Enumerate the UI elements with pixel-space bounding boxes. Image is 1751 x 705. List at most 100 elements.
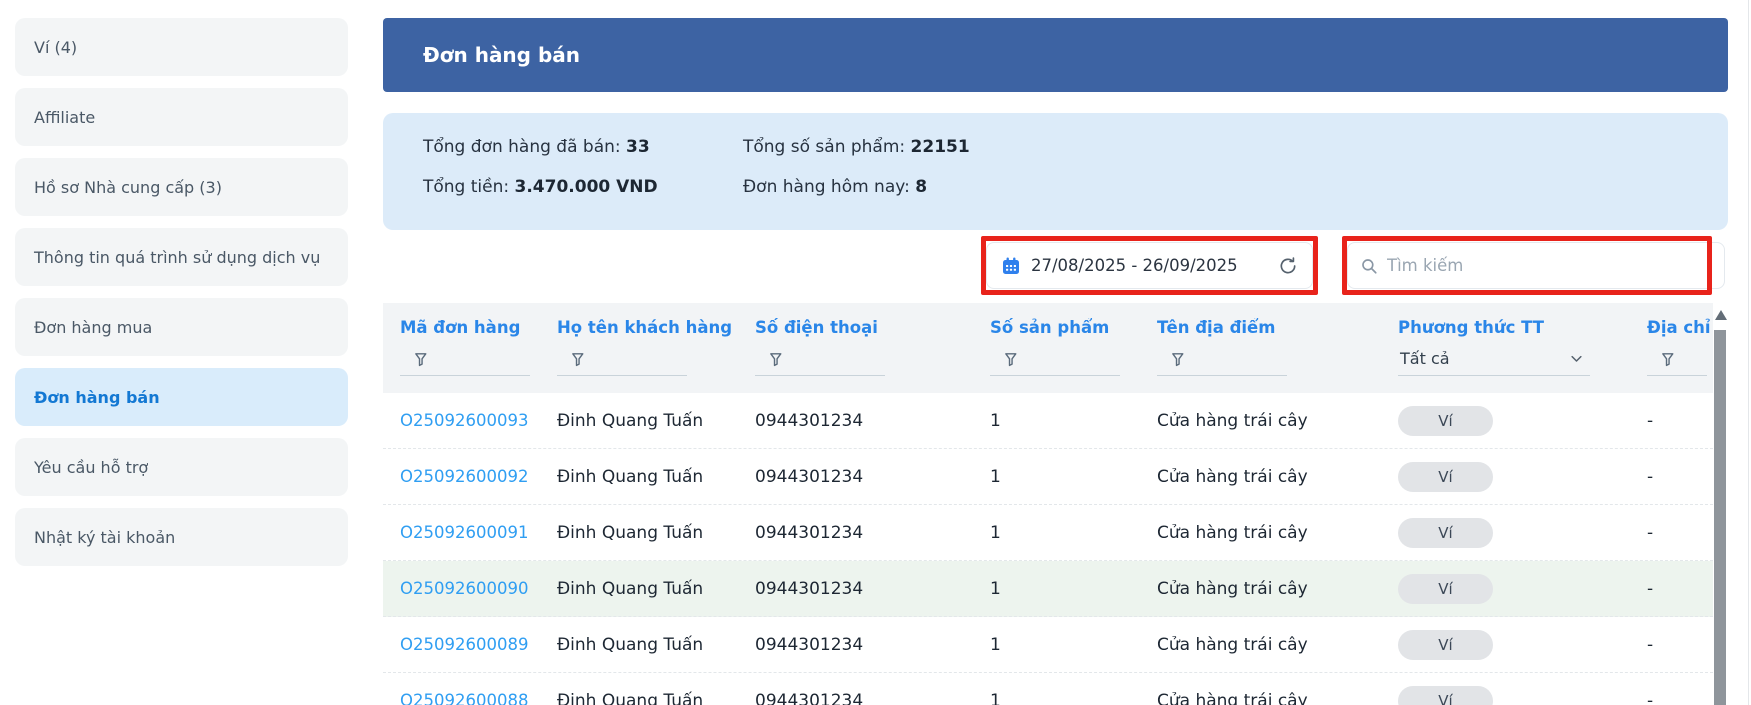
table-row[interactable]: O25092600091 Đinh Quang Tuấn 0944301234 …	[383, 505, 1713, 561]
search-icon	[1360, 257, 1378, 275]
payment-badge: Ví	[1398, 517, 1493, 548]
cell-product-count: 1	[990, 634, 1001, 655]
sidebar-item-purchase-orders[interactable]: Đơn hàng mua	[15, 298, 348, 356]
filter-location[interactable]	[1157, 351, 1287, 376]
orders-table: Mã đơn hàng Họ tên khách hàng Số điện th…	[383, 303, 1713, 705]
cell-phone: 0944301234	[755, 578, 864, 599]
order-id-link[interactable]: O25092600093	[400, 410, 529, 430]
filter-funnel-icon	[768, 351, 885, 368]
filter-order-id[interactable]	[400, 351, 530, 376]
table-row-highlighted[interactable]: O25092600090 Đinh Quang Tuấn 0944301234 …	[383, 561, 1713, 617]
cell-address: -	[1647, 522, 1654, 543]
filter-customer-name[interactable]	[557, 351, 687, 376]
sidebar-item-label: Thông tin quá trình sử dụng dịch vụ	[34, 247, 321, 267]
filter-product-count[interactable]	[990, 351, 1120, 376]
filter-funnel-icon	[413, 351, 530, 368]
cell-location: Cửa hàng trái cây	[1157, 578, 1308, 599]
order-id-link[interactable]: O25092600091	[400, 522, 529, 542]
search-container	[1347, 242, 1725, 289]
order-id-link[interactable]: O25092600090	[400, 578, 529, 598]
payment-method-select-value: Tất cả	[1400, 349, 1450, 368]
sidebar-item-label: Affiliate	[34, 107, 96, 127]
payment-badge: Ví	[1398, 629, 1493, 660]
table-row[interactable]: O25092600092 Đinh Quang Tuấn 0944301234 …	[383, 449, 1713, 505]
payment-badge: Ví	[1398, 573, 1493, 604]
stat-total-sold: Tổng đơn hàng đã bán: 33	[423, 137, 650, 157]
calendar-icon	[1001, 256, 1021, 276]
cell-phone: 0944301234	[755, 634, 864, 655]
sidebar-item-label: Ví (4)	[34, 37, 78, 57]
column-header-phone: Số điện thoại	[755, 318, 878, 337]
date-range-picker[interactable]: 27/08/2025 - 26/09/2025	[986, 242, 1313, 289]
filter-funnel-icon	[1170, 351, 1287, 368]
stat-total-products: Tổng số sản phẩm: 22151	[743, 137, 970, 157]
sidebar-item-account-log[interactable]: Nhật ký tài khoản	[15, 508, 348, 566]
date-range-value: 27/08/2025 - 26/09/2025	[1031, 256, 1238, 275]
filter-phone[interactable]	[755, 351, 885, 376]
filter-funnel-icon	[570, 351, 687, 368]
cell-location: Cửa hàng trái cây	[1157, 410, 1308, 431]
stat-today-orders: Đơn hàng hôm nay: 8	[743, 177, 928, 197]
cell-product-count: 1	[990, 690, 1001, 705]
order-id-link[interactable]: O25092600089	[400, 634, 529, 654]
cell-product-count: 1	[990, 578, 1001, 599]
cell-product-count: 1	[990, 522, 1001, 543]
sidebar-item-label: Nhật ký tài khoản	[34, 527, 176, 547]
cell-address: -	[1647, 634, 1654, 655]
filter-funnel-icon	[1660, 351, 1707, 368]
table-row[interactable]: O25092600093 Đinh Quang Tuấn 0944301234 …	[383, 393, 1713, 449]
sidebar-item-supplier-profile[interactable]: Hồ sơ Nhà cung cấp (3)	[15, 158, 348, 216]
table-row[interactable]: O25092600088 Đinh Quang Tuấn 0944301234 …	[383, 673, 1713, 705]
sidebar-item-affiliate[interactable]: Affiliate	[15, 88, 348, 146]
cell-location: Cửa hàng trái cây	[1157, 522, 1308, 543]
sidebar-item-sales-orders[interactable]: Đơn hàng bán	[15, 368, 348, 426]
sidebar-item-service-usage[interactable]: Thông tin quá trình sử dụng dịch vụ	[15, 228, 348, 286]
order-id-link[interactable]: O25092600092	[400, 466, 529, 486]
filter-address[interactable]	[1647, 351, 1707, 376]
vertical-scrollbar-thumb[interactable]	[1714, 330, 1726, 705]
scroll-up-arrow-icon[interactable]	[1715, 310, 1727, 320]
stat-total-sold-value: 33	[626, 137, 650, 157]
cell-location: Cửa hàng trái cây	[1157, 690, 1308, 705]
sidebar-item-label: Đơn hàng bán	[34, 387, 160, 407]
cell-customer-name: Đinh Quang Tuấn	[557, 410, 704, 431]
cell-address: -	[1647, 690, 1654, 705]
sidebar-item-label: Hồ sơ Nhà cung cấp (3)	[34, 177, 222, 197]
column-header-customer-name: Họ tên khách hàng	[557, 318, 733, 337]
column-header-payment-method: Phương thức TT	[1398, 318, 1545, 337]
table-row[interactable]: O25092600089 Đinh Quang Tuấn 0944301234 …	[383, 617, 1713, 673]
cell-customer-name: Đinh Quang Tuấn	[557, 522, 704, 543]
sidebar-item-support-requests[interactable]: Yêu cầu hỗ trợ	[15, 438, 348, 496]
sidebar-item-label: Yêu cầu hỗ trợ	[34, 457, 149, 477]
stat-total-products-value: 22151	[910, 137, 970, 157]
cell-phone: 0944301234	[755, 522, 864, 543]
filter-funnel-icon	[1003, 351, 1120, 368]
search-input[interactable]	[1387, 256, 1712, 275]
cell-customer-name: Đinh Quang Tuấn	[557, 634, 704, 655]
cell-address: -	[1647, 578, 1654, 599]
cell-customer-name: Đinh Quang Tuấn	[557, 466, 704, 487]
page-edge-divider	[1748, 0, 1749, 705]
cell-phone: 0944301234	[755, 690, 864, 705]
column-header-address: Địa chỉ n	[1647, 318, 1713, 337]
page-title: Đơn hàng bán	[423, 43, 581, 67]
column-header-order-id: Mã đơn hàng	[400, 318, 521, 337]
payment-method-select[interactable]: Tất cả	[1398, 349, 1590, 376]
sidebar-item-label: Đơn hàng mua	[34, 317, 153, 337]
stat-total-money: Tổng tiền: 3.470.000 VND	[423, 177, 658, 197]
column-header-product-count: Số sản phẩm	[990, 318, 1110, 337]
order-id-link[interactable]: O25092600088	[400, 690, 529, 705]
refresh-icon[interactable]	[1278, 256, 1298, 276]
cell-address: -	[1647, 466, 1654, 487]
payment-badge: Ví	[1398, 461, 1493, 492]
cell-location: Cửa hàng trái cây	[1157, 634, 1308, 655]
cell-product-count: 1	[990, 410, 1001, 431]
stat-today-orders-value: 8	[915, 177, 928, 197]
sidebar-item-wallet[interactable]: Ví (4)	[15, 18, 348, 76]
column-header-location: Tên địa điểm	[1157, 318, 1276, 337]
sidebar: Ví (4) Affiliate Hồ sơ Nhà cung cấp (3) …	[15, 18, 348, 578]
cell-phone: 0944301234	[755, 466, 864, 487]
cell-location: Cửa hàng trái cây	[1157, 466, 1308, 487]
chevron-down-icon	[1569, 351, 1584, 366]
cell-address: -	[1647, 410, 1654, 431]
